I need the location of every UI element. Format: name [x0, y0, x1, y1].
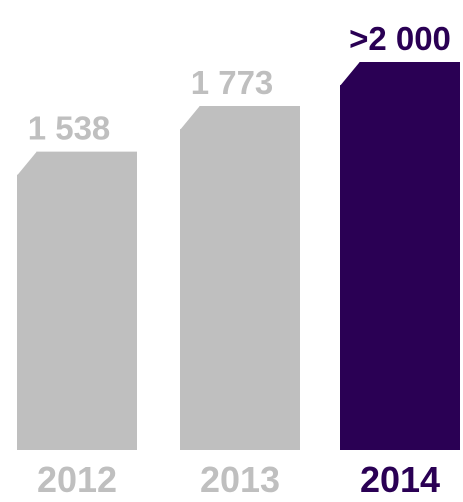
bar-notch-2013: [177, 103, 200, 130]
value-label-2014: >2 000: [349, 20, 451, 57]
value-label-2012: 1 538: [28, 110, 111, 147]
category-label-2013: 2013: [200, 459, 280, 500]
value-labels-group: 1 538 1 773 >2 000: [28, 20, 451, 147]
bar-2014: [340, 62, 460, 450]
bar-2013: [180, 106, 300, 451]
bar-notch-2012: [14, 149, 37, 175]
bars-group: [14, 59, 460, 451]
bar-notch-2014: [337, 59, 360, 86]
category-label-2012: 2012: [37, 459, 117, 500]
bar-2012: [17, 151, 137, 451]
category-label-2014: 2014: [360, 459, 440, 500]
category-labels-group: 2012 2013 2014: [37, 459, 440, 500]
value-label-2013: 1 773: [191, 64, 274, 101]
